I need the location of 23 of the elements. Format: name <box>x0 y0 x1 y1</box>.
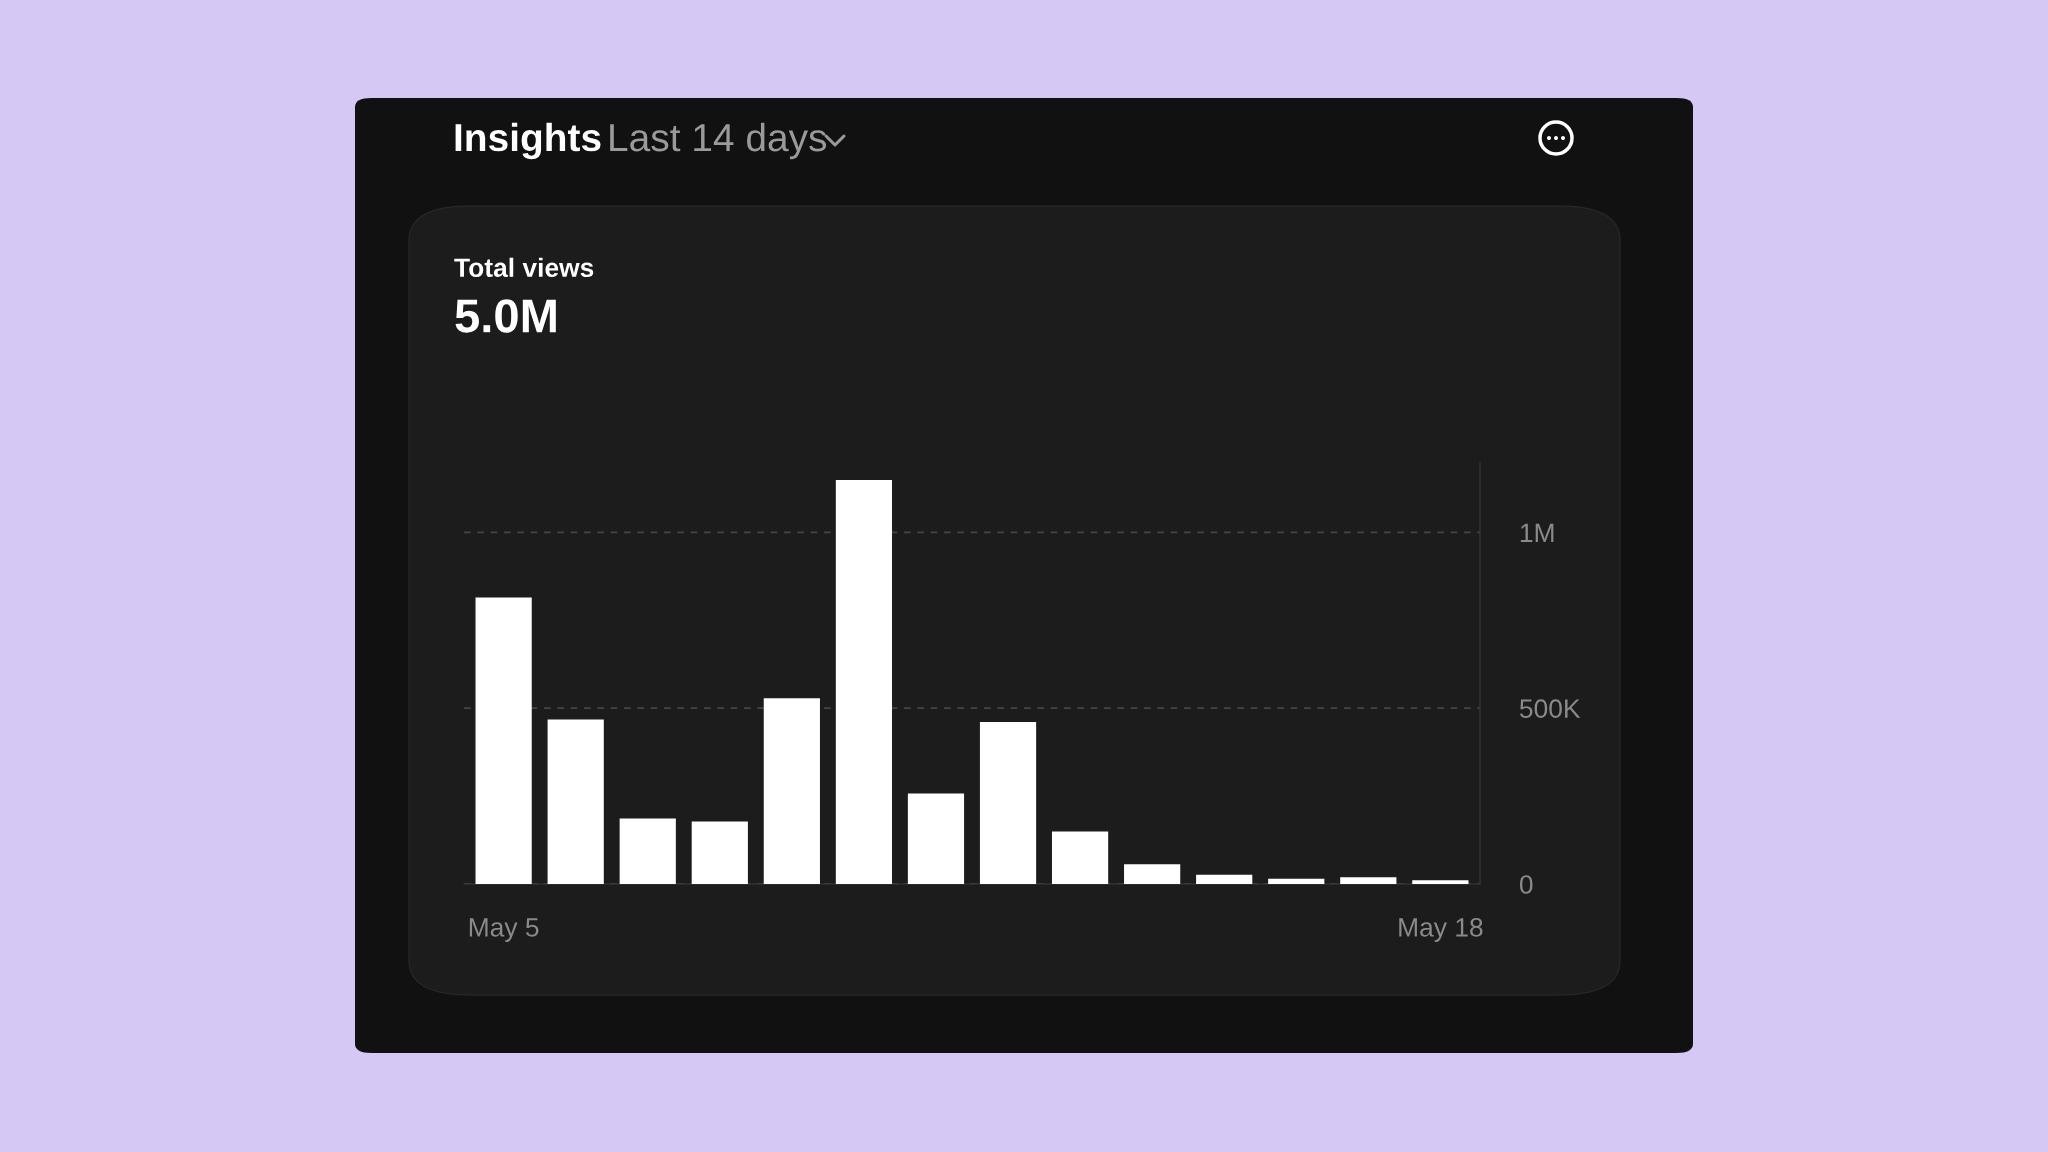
bar <box>1051 831 1109 884</box>
bar <box>619 818 676 884</box>
chart-title: Insights <box>455 122 601 160</box>
bar <box>1268 878 1325 884</box>
bar <box>475 597 532 884</box>
bar <box>1196 874 1253 884</box>
y-tick-label: 0 <box>1519 875 1533 894</box>
text: Total views <box>454 257 594 278</box>
bar <box>691 821 748 884</box>
y-tick-label: 500K <box>1519 699 1581 718</box>
bar <box>763 698 820 884</box>
bar <box>547 719 604 884</box>
bar <box>835 479 893 884</box>
bar <box>907 793 965 884</box>
text: 5.0M <box>455 299 556 333</box>
y-tick-label: 1M <box>1520 523 1554 542</box>
bar <box>1124 864 1181 884</box>
bar <box>1340 877 1397 884</box>
x-tick-label: May 18 <box>1399 918 1483 942</box>
chart-subtitle: Last 14 days <box>610 122 827 160</box>
bar <box>1412 880 1469 884</box>
bar <box>979 721 1037 884</box>
x-tick-label: May 5 <box>469 918 539 942</box>
